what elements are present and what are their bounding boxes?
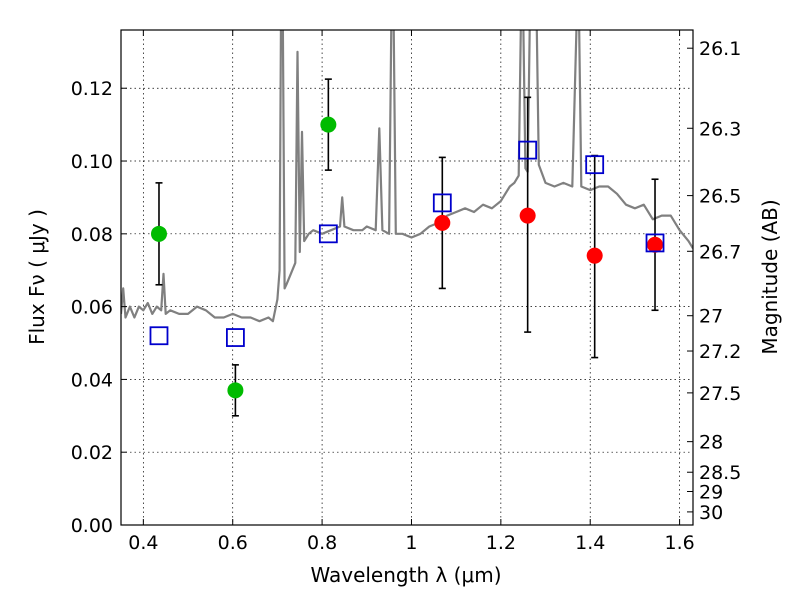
data-point (647, 236, 664, 253)
x-tick-label: 1.4 (575, 532, 605, 554)
y2-tick-label: 26.5 (699, 186, 741, 208)
grid (121, 30, 693, 526)
y2-tick-label: 29 (699, 482, 723, 504)
y-tick-label: 0.12 (71, 78, 113, 100)
spectrum-line (121, 30, 693, 323)
y2-tick-label: 26.1 (699, 38, 741, 60)
data-point (434, 214, 451, 231)
y2-tick-label: 27.5 (699, 383, 741, 405)
y2-tick-label: 27.2 (699, 341, 741, 363)
model-point (225, 328, 245, 347)
axis-ticks (121, 30, 693, 526)
x-tick-label: 1.2 (486, 532, 516, 554)
y2-tick-label: 26.3 (699, 118, 741, 140)
y-axis-label: Flux Fν ( μJy ) (25, 209, 49, 345)
model-point (149, 326, 169, 346)
y-tick-label: 0.10 (71, 151, 113, 173)
y-tick-label: 0.04 (71, 369, 113, 391)
y-tick-label: 0.02 (71, 442, 113, 464)
data-point (227, 382, 244, 399)
model-point (318, 224, 338, 244)
y2-tick-label: 28.5 (699, 462, 741, 484)
x-tick-label: 1.6 (664, 532, 694, 554)
y-tick-label: 0.06 (71, 297, 113, 319)
data-point (519, 207, 536, 224)
y2-axis-label: Magnitude (AB) (758, 199, 782, 354)
plot-frame (120, 29, 694, 526)
model-point (518, 140, 538, 160)
model-point (585, 155, 605, 175)
tick-labels: 0.4 0.6 0.8 1 1.2 1.4 1.6 0.00 0.02 0.04 0.06 0.08 0… (71, 38, 742, 554)
data-markers (149, 116, 665, 399)
data-point (150, 225, 167, 242)
y-tick-label: 0.00 (71, 515, 113, 537)
data-point (320, 116, 337, 133)
x-axis-label: Wavelength λ (μm) (310, 563, 501, 587)
y2-tick-label: 26.7 (699, 241, 741, 263)
x-tick-label: 1 (405, 532, 417, 554)
y2-tick-label: 30 (699, 502, 723, 524)
model-point (645, 233, 665, 253)
y2-tick-label: 28 (699, 432, 723, 454)
x-tick-label: 0.8 (307, 532, 337, 554)
y-tick-label: 0.08 (71, 224, 113, 246)
data-point (586, 247, 603, 264)
x-tick-label: 0.6 (218, 532, 248, 554)
model-point (432, 193, 452, 213)
model-spectrum (121, 30, 693, 323)
x-tick-label: 0.4 (128, 532, 158, 554)
y2-tick-label: 27 (699, 306, 723, 328)
